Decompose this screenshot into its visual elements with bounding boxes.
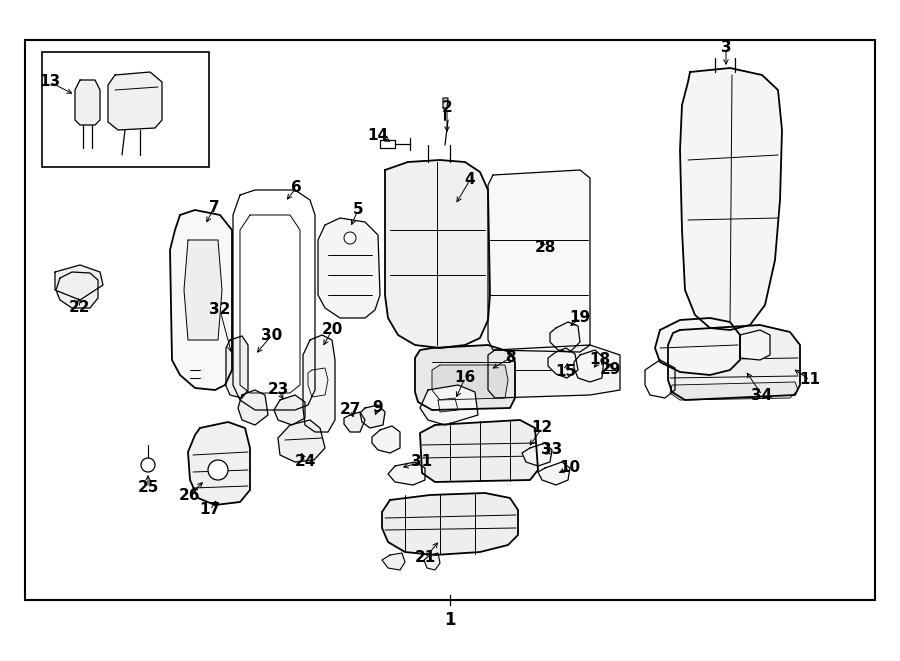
Text: 14: 14 [367,128,389,143]
Text: 5: 5 [353,202,364,217]
Polygon shape [670,382,798,400]
Text: 23: 23 [267,383,289,397]
Text: 13: 13 [40,75,60,89]
Bar [25,40,875,600]
Text: 25: 25 [138,481,158,496]
Polygon shape [488,345,620,398]
Polygon shape [420,420,538,482]
Polygon shape [550,322,580,352]
Text: 31: 31 [411,455,433,469]
Polygon shape [372,426,400,453]
Text: 21: 21 [414,551,436,566]
Text: 3: 3 [721,40,732,56]
Polygon shape [740,330,770,360]
Text: 17: 17 [200,502,220,518]
Polygon shape [75,80,100,125]
Text: 32: 32 [210,303,230,317]
Text: 12: 12 [531,420,553,436]
Text: 15: 15 [555,364,577,379]
Polygon shape [360,405,385,428]
Polygon shape [574,350,604,382]
Polygon shape [108,72,162,130]
Polygon shape [432,365,508,400]
Text: 27: 27 [339,403,361,418]
Polygon shape [278,420,325,462]
Text: 6: 6 [291,180,302,196]
Polygon shape [56,272,98,308]
Polygon shape [668,325,800,400]
Polygon shape [388,462,425,485]
Circle shape [208,460,228,480]
Polygon shape [538,462,570,485]
Text: 7: 7 [209,200,220,215]
Text: 16: 16 [454,371,475,385]
Text: 26: 26 [179,488,201,502]
Text: 10: 10 [560,461,580,475]
Text: 29: 29 [599,362,621,377]
Polygon shape [424,553,440,570]
Polygon shape [548,348,578,378]
Text: 33: 33 [542,442,562,457]
Polygon shape [188,422,250,505]
Polygon shape [522,443,552,466]
Text: 9: 9 [373,401,383,416]
Polygon shape [443,98,448,108]
Polygon shape [303,335,335,432]
Text: 22: 22 [69,301,91,315]
Text: 30: 30 [261,327,283,342]
Polygon shape [655,318,740,375]
Text: 2: 2 [442,100,453,116]
Text: 11: 11 [799,373,821,387]
Polygon shape [238,390,268,425]
Text: 4: 4 [464,173,475,188]
Polygon shape [344,412,365,432]
Circle shape [344,232,356,244]
Text: 20: 20 [321,323,343,338]
Polygon shape [226,336,248,398]
Polygon shape [184,240,222,340]
Circle shape [141,458,155,472]
Polygon shape [488,170,590,352]
Polygon shape [274,395,305,425]
Bar [42,52,209,167]
Text: 1: 1 [445,611,455,629]
Text: 28: 28 [535,241,555,256]
Text: 18: 18 [590,352,610,368]
Polygon shape [415,345,515,410]
Polygon shape [382,553,405,570]
Polygon shape [170,210,232,390]
Text: 8: 8 [505,350,516,366]
Polygon shape [382,493,518,555]
Polygon shape [680,68,782,330]
Polygon shape [385,160,490,348]
Text: 34: 34 [752,387,772,403]
Polygon shape [420,385,478,425]
Polygon shape [55,265,103,300]
Text: 19: 19 [570,311,590,325]
Polygon shape [318,218,380,318]
Text: 24: 24 [294,455,316,469]
